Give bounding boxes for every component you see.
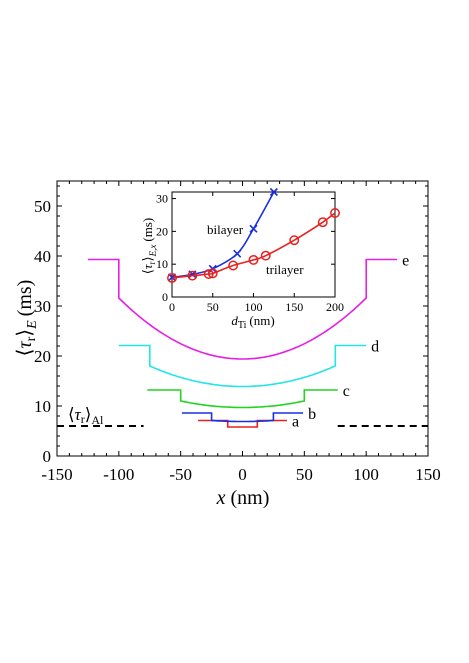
- inset-x-ticks: 0 50 100 150 200: [169, 192, 344, 314]
- inset-y-tick-label: 30: [156, 192, 168, 206]
- inset-x-axis-symbol: d: [231, 313, 238, 328]
- main-y-ticks: 0 10 20 30 40 50: [34, 185, 428, 466]
- inset-y-axis-sub: r: [147, 261, 157, 264]
- reference-label-symbol: τ: [75, 405, 82, 424]
- inset-x-axis-sub: Ti: [238, 320, 247, 331]
- inset-x-axis-label: dTi (nm): [231, 313, 274, 331]
- inset-x-tick-label: 0: [169, 300, 175, 314]
- inset-point-bilayer: [233, 249, 242, 258]
- series-label-a: a: [292, 414, 299, 431]
- main-y-axis-unit: (ms): [14, 280, 36, 317]
- inset-series-line-trilayer: [171, 212, 336, 279]
- reference-bracket-right: ⟩: [85, 405, 92, 424]
- inset-y-tick-label: 10: [156, 257, 168, 271]
- main-y-axis-subscript: E: [25, 320, 40, 330]
- inset-series-group: [167, 187, 340, 283]
- reference-label: ⟨τr⟩Al: [68, 405, 104, 427]
- inset-y-axis-symbol: τ: [140, 263, 155, 269]
- main-x-tick-label: -50: [169, 465, 192, 484]
- main-y-axis-sub: r: [24, 336, 39, 341]
- main-x-tick-label: 50: [296, 465, 313, 484]
- inset-y-bracket-right: ⟩: [140, 256, 155, 261]
- inset-series-label-bilayer: bilayer: [207, 222, 244, 237]
- main-x-tick-label: 0: [238, 465, 247, 484]
- series-label-d: d: [371, 339, 379, 356]
- inset-point-trilayer: [187, 270, 198, 281]
- inset-y-ticks: 0 10 20 30: [156, 192, 335, 304]
- inset-point-trilayer: [330, 208, 340, 218]
- inset-x-axis-unit: (nm): [249, 313, 274, 328]
- inset-x-tick-label: 150: [285, 300, 303, 314]
- inset-point-trilayer: [228, 260, 239, 271]
- inset-y-tick-label: 20: [156, 224, 168, 238]
- series-label-c: c: [343, 383, 350, 400]
- reference-bracket-left: ⟨: [68, 405, 75, 424]
- inset-x-tick-label: 200: [326, 300, 344, 314]
- main-x-axis-label: x (nm): [216, 487, 270, 509]
- main-x-tick-label: 100: [353, 465, 379, 484]
- inset-point-bilayer: [269, 187, 278, 197]
- inset-point-trilayer: [260, 250, 271, 261]
- main-x-axis-symbol: x: [216, 487, 226, 509]
- series-curve-b: [181, 412, 304, 423]
- main-x-tick-label: -100: [103, 465, 134, 484]
- main-y-axis-label: ⟨τr⟩E (ms): [14, 280, 40, 357]
- main-y-tick-label: 10: [34, 397, 51, 416]
- inset-background: [172, 192, 335, 297]
- inset-x-tick-label: 50: [207, 300, 219, 314]
- main-x-tick-label: 150: [415, 465, 441, 484]
- series-label-b: b: [308, 406, 316, 423]
- inset-x-tick-label: 100: [245, 300, 263, 314]
- inset-y-axis-unit: (ms): [140, 218, 155, 242]
- main-y-tick-label: 30: [34, 297, 51, 316]
- series-label-e: e: [402, 253, 409, 270]
- main-series-group: [87, 258, 398, 428]
- inset-point-trilayer: [203, 269, 214, 279]
- series-curve-d: [118, 344, 367, 388]
- main-x-ticks: -150 -100 -50 0 50 100 150: [41, 181, 441, 484]
- inset-point-trilayer: [317, 217, 328, 228]
- main-y-bracket-left: ⟨: [14, 349, 36, 357]
- inset-y-axis-subscript: E,x: [148, 245, 158, 258]
- inset-point-trilayer: [207, 268, 218, 279]
- inset-plot: 0 50 100 150 200 0 10 20 30 bilayer trilayer dT…: [140, 187, 344, 331]
- inset-point-trilayer: [248, 254, 259, 265]
- inset-y-tick-label: 0: [162, 290, 168, 304]
- main-y-tick-label: 50: [34, 197, 51, 216]
- main-y-tick-label: 0: [43, 447, 52, 466]
- main-curve-labels: a b c d e: [292, 253, 409, 431]
- main-y-bracket-right: ⟩: [14, 329, 36, 337]
- main-y-axis-symbol: τ: [14, 341, 36, 349]
- inset-y-bracket-left: ⟨: [140, 269, 155, 274]
- inset-point-bilayer: [249, 224, 258, 233]
- series-curve-e: [87, 258, 398, 360]
- main-x-tick-label: -150: [41, 465, 72, 484]
- reference-label-sub: r: [81, 412, 85, 426]
- inset-point-trilayer: [167, 273, 177, 283]
- main-y-tick-label: 40: [34, 247, 51, 266]
- inset-series-line-bilayer: [171, 191, 275, 279]
- series-curve-a: [198, 419, 287, 428]
- inset-series-label-trilayer: trilayer: [266, 262, 304, 277]
- series-curve-c: [147, 389, 338, 409]
- main-x-axis-unit: (nm): [231, 487, 270, 509]
- main-y-tick-label: 20: [34, 347, 51, 366]
- inset-y-axis-label: ⟨τr⟩E,x (ms): [140, 218, 158, 274]
- inset-point-trilayer: [289, 235, 300, 246]
- reference-label-subscript: Al: [91, 413, 104, 427]
